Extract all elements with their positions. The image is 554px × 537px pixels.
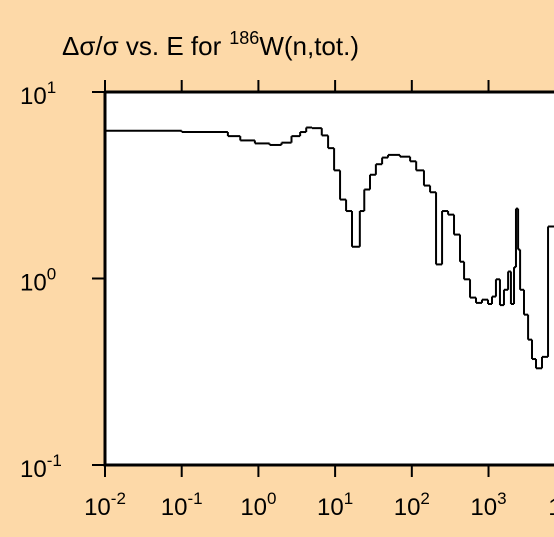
tick-label-base: 10 <box>317 494 344 521</box>
tick-label: 10-1 <box>161 489 203 521</box>
tick-label-exponent: -2 <box>111 489 126 508</box>
tick-label-exponent: 0 <box>267 489 276 508</box>
plot-area <box>105 92 554 465</box>
tick-label-exponent: 1 <box>47 78 56 97</box>
tick-label: 101 <box>20 78 56 110</box>
tick-label: 100 <box>240 489 276 521</box>
tick-label-base: 10 <box>20 270 47 297</box>
tick-label-base: 10 <box>240 494 267 521</box>
tick-label-base: 10 <box>394 494 421 521</box>
tick-label: 103 <box>470 489 506 521</box>
tick-label-base: 10 <box>20 83 47 110</box>
tick-label-base: 10 <box>20 456 47 483</box>
tick-label: 10-2 <box>84 489 126 521</box>
tick-label-exponent: 0 <box>47 265 56 284</box>
tick-label: 10-1 <box>20 451 62 483</box>
tick-label: 100 <box>20 265 56 297</box>
tick-label-exponent: 1 <box>344 489 353 508</box>
tick-label: 102 <box>394 489 430 521</box>
tick-label-exponent: 3 <box>497 489 506 508</box>
tick-label-base: 10 <box>470 494 497 521</box>
tick-label: 1 <box>548 494 554 521</box>
chart-title: Δσ/σ vs. E for 186W(n,tot.) <box>62 28 359 61</box>
series <box>105 126 554 370</box>
tick-label-base: 10 <box>84 494 111 521</box>
tick-label-exponent: 2 <box>420 489 429 508</box>
tick-label-base: 1 <box>548 494 554 521</box>
tick-label: 101 <box>317 489 353 521</box>
tick-label-exponent: -1 <box>187 489 202 508</box>
tick-label-exponent: -1 <box>47 451 62 470</box>
tick-label-base: 10 <box>161 494 188 521</box>
